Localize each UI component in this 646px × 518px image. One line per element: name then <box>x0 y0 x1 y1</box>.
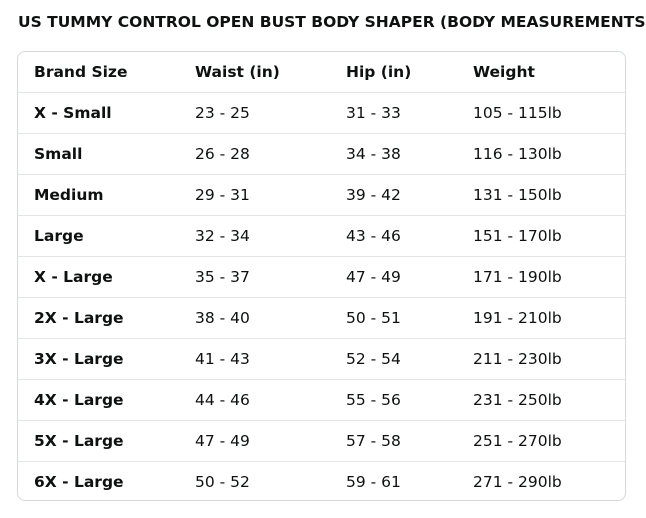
cell-hip: 39 - 42 <box>330 173 457 215</box>
cell-waist: 32 - 34 <box>179 214 330 256</box>
table-row: 5X - Large 47 - 49 57 - 58 251 - 270lb <box>18 419 625 461</box>
cell-hip: 57 - 58 <box>330 419 457 461</box>
cell-waist: 26 - 28 <box>179 132 330 174</box>
table-row: Small 26 - 28 34 - 38 116 - 130lb <box>18 132 625 174</box>
cell-weight: 116 - 130lb <box>457 132 625 174</box>
cell-brand-size: 6X - Large <box>18 460 179 500</box>
column-header-weight: Weight <box>473 62 535 81</box>
cell-weight: 191 - 210lb <box>457 296 625 338</box>
cell-brand-size: Small <box>18 132 179 174</box>
table-row: 2X - Large 38 - 40 50 - 51 191 - 210lb <box>18 296 625 338</box>
cell-waist: 44 - 46 <box>179 378 330 420</box>
cell-waist: 50 - 52 <box>179 460 330 500</box>
cell-weight: 105 - 115lb <box>457 91 625 133</box>
cell-brand-size: 5X - Large <box>18 419 179 461</box>
table-header-row: Brand Size Waist (in) Hip (in) Weight <box>18 52 625 92</box>
table-row: X - Large 35 - 37 47 - 49 171 - 190lb <box>18 255 625 297</box>
cell-hip: 47 - 49 <box>330 255 457 297</box>
size-chart-table: Brand Size Waist (in) Hip (in) Weight X … <box>18 52 625 500</box>
cell-hip: 50 - 51 <box>330 296 457 338</box>
cell-weight: 131 - 150lb <box>457 173 625 215</box>
cell-brand-size: Medium <box>18 173 179 215</box>
column-header-brand-size: Brand Size <box>34 62 128 81</box>
cell-weight: 211 - 230lb <box>457 337 625 379</box>
cell-brand-size: 2X - Large <box>18 296 179 338</box>
cell-hip: 55 - 56 <box>330 378 457 420</box>
cell-waist: 38 - 40 <box>179 296 330 338</box>
cell-waist: 47 - 49 <box>179 419 330 461</box>
cell-weight: 231 - 250lb <box>457 378 625 420</box>
cell-weight: 151 - 170lb <box>457 214 625 256</box>
cell-waist: 23 - 25 <box>179 91 330 133</box>
cell-hip: 59 - 61 <box>330 460 457 500</box>
cell-brand-size: X - Small <box>18 91 179 133</box>
table-row: Medium 29 - 31 39 - 42 131 - 150lb <box>18 173 625 215</box>
cell-hip: 34 - 38 <box>330 132 457 174</box>
cell-brand-size: 3X - Large <box>18 337 179 379</box>
size-chart-table-container: Brand Size Waist (in) Hip (in) Weight X … <box>17 51 626 501</box>
cell-waist: 35 - 37 <box>179 255 330 297</box>
cell-brand-size: Large <box>18 214 179 256</box>
cell-weight: 251 - 270lb <box>457 419 625 461</box>
column-header-hip: Hip (in) <box>346 62 412 81</box>
cell-hip: 43 - 46 <box>330 214 457 256</box>
cell-waist: 29 - 31 <box>179 173 330 215</box>
column-header-waist: Waist (in) <box>195 62 280 81</box>
cell-brand-size: 4X - Large <box>18 378 179 420</box>
page-title: US TUMMY CONTROL OPEN BUST BODY SHAPER (… <box>18 13 646 31</box>
table-row: 6X - Large 50 - 52 59 - 61 271 - 290lb <box>18 460 625 500</box>
cell-weight: 271 - 290lb <box>457 460 625 500</box>
cell-brand-size: X - Large <box>18 255 179 297</box>
cell-weight: 171 - 190lb <box>457 255 625 297</box>
table-row: Large 32 - 34 43 - 46 151 - 170lb <box>18 214 625 256</box>
table-row: 4X - Large 44 - 46 55 - 56 231 - 250lb <box>18 378 625 420</box>
cell-hip: 52 - 54 <box>330 337 457 379</box>
table-row: 3X - Large 41 - 43 52 - 54 211 - 230lb <box>18 337 625 379</box>
cell-hip: 31 - 33 <box>330 91 457 133</box>
cell-waist: 41 - 43 <box>179 337 330 379</box>
table-row: X - Small 23 - 25 31 - 33 105 - 115lb <box>18 91 625 133</box>
